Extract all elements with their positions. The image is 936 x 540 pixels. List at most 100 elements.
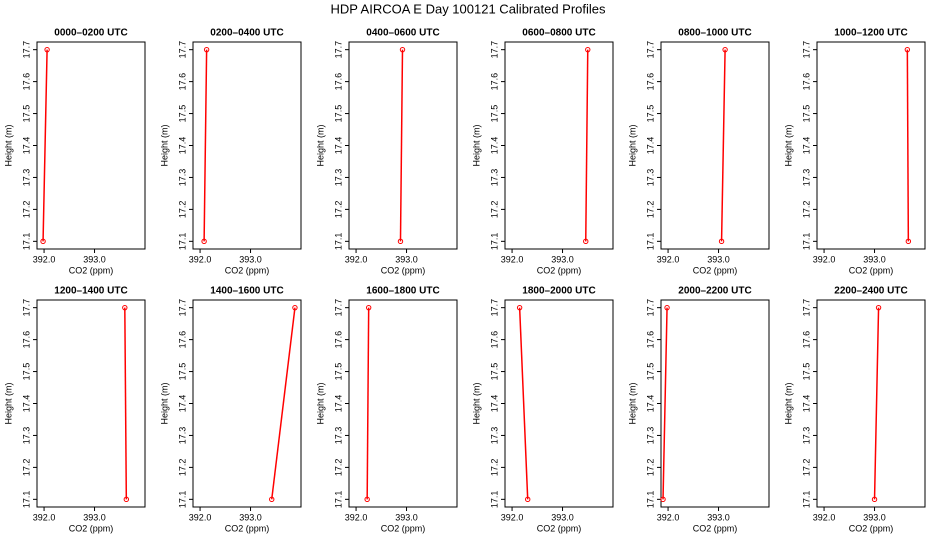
y-tick-label: 17.6 bbox=[489, 73, 499, 91]
profile-line bbox=[906, 49, 910, 242]
data-point bbox=[122, 304, 128, 311]
y-tick-label: 17.5 bbox=[801, 105, 811, 123]
y-tick-label: 17.5 bbox=[177, 105, 187, 123]
y-tick-label: 17.4 bbox=[333, 137, 343, 155]
y-tick-label: 17.4 bbox=[21, 137, 31, 155]
data-point bbox=[364, 496, 370, 503]
x-axis-label: CO2 (ppm) bbox=[849, 265, 894, 275]
y-tick-label: 17.5 bbox=[333, 363, 343, 381]
data-point bbox=[44, 46, 50, 53]
y-tick-label: 17.4 bbox=[489, 137, 499, 155]
y-tick-label: 17.7 bbox=[177, 299, 187, 317]
y-tick-label: 17.6 bbox=[21, 331, 31, 349]
x-tick-label: 393.0 bbox=[83, 254, 106, 264]
panel: 2200–2400 UTC 17.1 17.2 17.3 17.4 17.5 17.6 17.… bbox=[783, 286, 926, 533]
panel: 1400–1600 UTC 17.1 17.2 17.3 17.4 17.5 17.6 17.… bbox=[159, 286, 302, 533]
y-tick-label: 17.2 bbox=[645, 459, 655, 477]
y-tick-label: 17.6 bbox=[333, 331, 343, 349]
y-axis-label: Height (m) bbox=[783, 124, 793, 166]
profile-line bbox=[518, 307, 529, 500]
y-tick-label: 17.2 bbox=[801, 201, 811, 219]
profile-line bbox=[662, 307, 668, 500]
y-tick-label: 17.6 bbox=[801, 331, 811, 349]
panel-title: 0600–0800 UTC bbox=[522, 28, 595, 39]
y-tick-label: 17.1 bbox=[177, 233, 187, 251]
y-tick-label: 17.1 bbox=[801, 491, 811, 509]
data-point bbox=[516, 304, 523, 311]
y-tick-label: 17.7 bbox=[645, 41, 655, 59]
y-tick-label: 17.1 bbox=[333, 491, 343, 509]
x-tick-label: 392.0 bbox=[657, 512, 680, 522]
data-point bbox=[123, 496, 130, 503]
y-tick-label: 17.7 bbox=[801, 41, 811, 59]
x-tick-label: 393.0 bbox=[239, 512, 262, 522]
y-tick-label: 17.2 bbox=[177, 201, 187, 219]
y-tick-label: 17.3 bbox=[489, 427, 499, 445]
y-tick-label: 17.6 bbox=[645, 331, 655, 349]
y-tick-label: 17.1 bbox=[645, 233, 655, 251]
panel: 0400–0600 UTC 17.1 17.2 17.3 17.4 17.5 17.6 17.… bbox=[315, 28, 458, 275]
data-point bbox=[397, 238, 404, 245]
y-axis-label: Height (m) bbox=[3, 124, 13, 166]
y-tick-label: 17.5 bbox=[489, 363, 499, 381]
y-tick-label: 17.3 bbox=[801, 427, 811, 445]
y-tick-label: 17.7 bbox=[333, 41, 343, 59]
y-tick-label: 17.1 bbox=[21, 233, 31, 251]
y-tick-label: 17.2 bbox=[489, 459, 499, 477]
y-tick-label: 17.2 bbox=[21, 459, 31, 477]
y-axis-label: Height (m) bbox=[315, 382, 325, 424]
y-tick-label: 17.3 bbox=[489, 169, 499, 187]
y-tick-label: 17.3 bbox=[801, 169, 811, 187]
y-tick-label: 17.2 bbox=[333, 459, 343, 477]
y-tick-label: 17.6 bbox=[645, 73, 655, 91]
y-axis-label: Height (m) bbox=[159, 124, 169, 166]
panel: 1800–2000 UTC 17.1 17.2 17.3 17.4 17.5 17.6 17.… bbox=[471, 286, 614, 533]
y-tick-label: 17.5 bbox=[645, 105, 655, 123]
x-axis-label: CO2 (ppm) bbox=[693, 523, 738, 533]
y-tick-label: 17.4 bbox=[177, 137, 187, 155]
x-tick-label: 392.0 bbox=[501, 512, 524, 522]
y-tick-label: 17.1 bbox=[177, 491, 187, 509]
y-tick-label: 17.4 bbox=[177, 395, 187, 413]
y-tick-label: 17.3 bbox=[177, 169, 187, 187]
y-tick-label: 17.4 bbox=[645, 137, 655, 155]
x-tick-label: 392.0 bbox=[345, 512, 368, 522]
x-tick-label: 393.0 bbox=[239, 254, 262, 264]
y-tick-label: 17.7 bbox=[333, 299, 343, 317]
data-point bbox=[525, 496, 531, 503]
panel: 2000–2200 UTC 17.1 17.2 17.3 17.4 17.5 17.6 17.… bbox=[627, 286, 770, 533]
y-tick-label: 17.1 bbox=[645, 491, 655, 509]
y-tick-label: 17.7 bbox=[177, 41, 187, 59]
y-tick-label: 17.4 bbox=[21, 395, 31, 413]
x-tick-label: 392.0 bbox=[189, 512, 212, 522]
data-point bbox=[365, 304, 372, 311]
y-tick-label: 17.1 bbox=[489, 233, 499, 251]
x-tick-label: 393.0 bbox=[863, 512, 886, 522]
x-tick-label: 393.0 bbox=[707, 512, 730, 522]
profile-line bbox=[399, 49, 404, 242]
y-tick-label: 17.3 bbox=[645, 427, 655, 445]
x-tick-label: 393.0 bbox=[863, 254, 886, 264]
x-axis-label: CO2 (ppm) bbox=[537, 523, 582, 533]
x-tick-label: 392.0 bbox=[33, 512, 56, 522]
x-tick-label: 392.0 bbox=[657, 254, 680, 264]
y-tick-label: 17.4 bbox=[333, 395, 343, 413]
data-point bbox=[292, 304, 298, 311]
y-tick-label: 17.3 bbox=[333, 169, 343, 187]
x-axis-label: CO2 (ppm) bbox=[69, 523, 114, 533]
y-tick-label: 17.3 bbox=[333, 427, 343, 445]
y-axis-label: Height (m) bbox=[3, 382, 13, 424]
panel-title: 1600–1800 UTC bbox=[366, 286, 439, 297]
x-tick-label: 392.0 bbox=[345, 254, 368, 264]
y-tick-label: 17.3 bbox=[177, 427, 187, 445]
y-tick-label: 17.6 bbox=[801, 73, 811, 91]
y-tick-label: 17.3 bbox=[21, 427, 31, 445]
data-point bbox=[904, 46, 911, 53]
data-point bbox=[718, 238, 725, 245]
y-tick-label: 17.7 bbox=[489, 299, 499, 317]
x-axis-label: CO2 (ppm) bbox=[225, 523, 270, 533]
y-tick-label: 17.1 bbox=[489, 491, 499, 509]
x-tick-label: 392.0 bbox=[813, 512, 836, 522]
data-point bbox=[399, 46, 406, 53]
